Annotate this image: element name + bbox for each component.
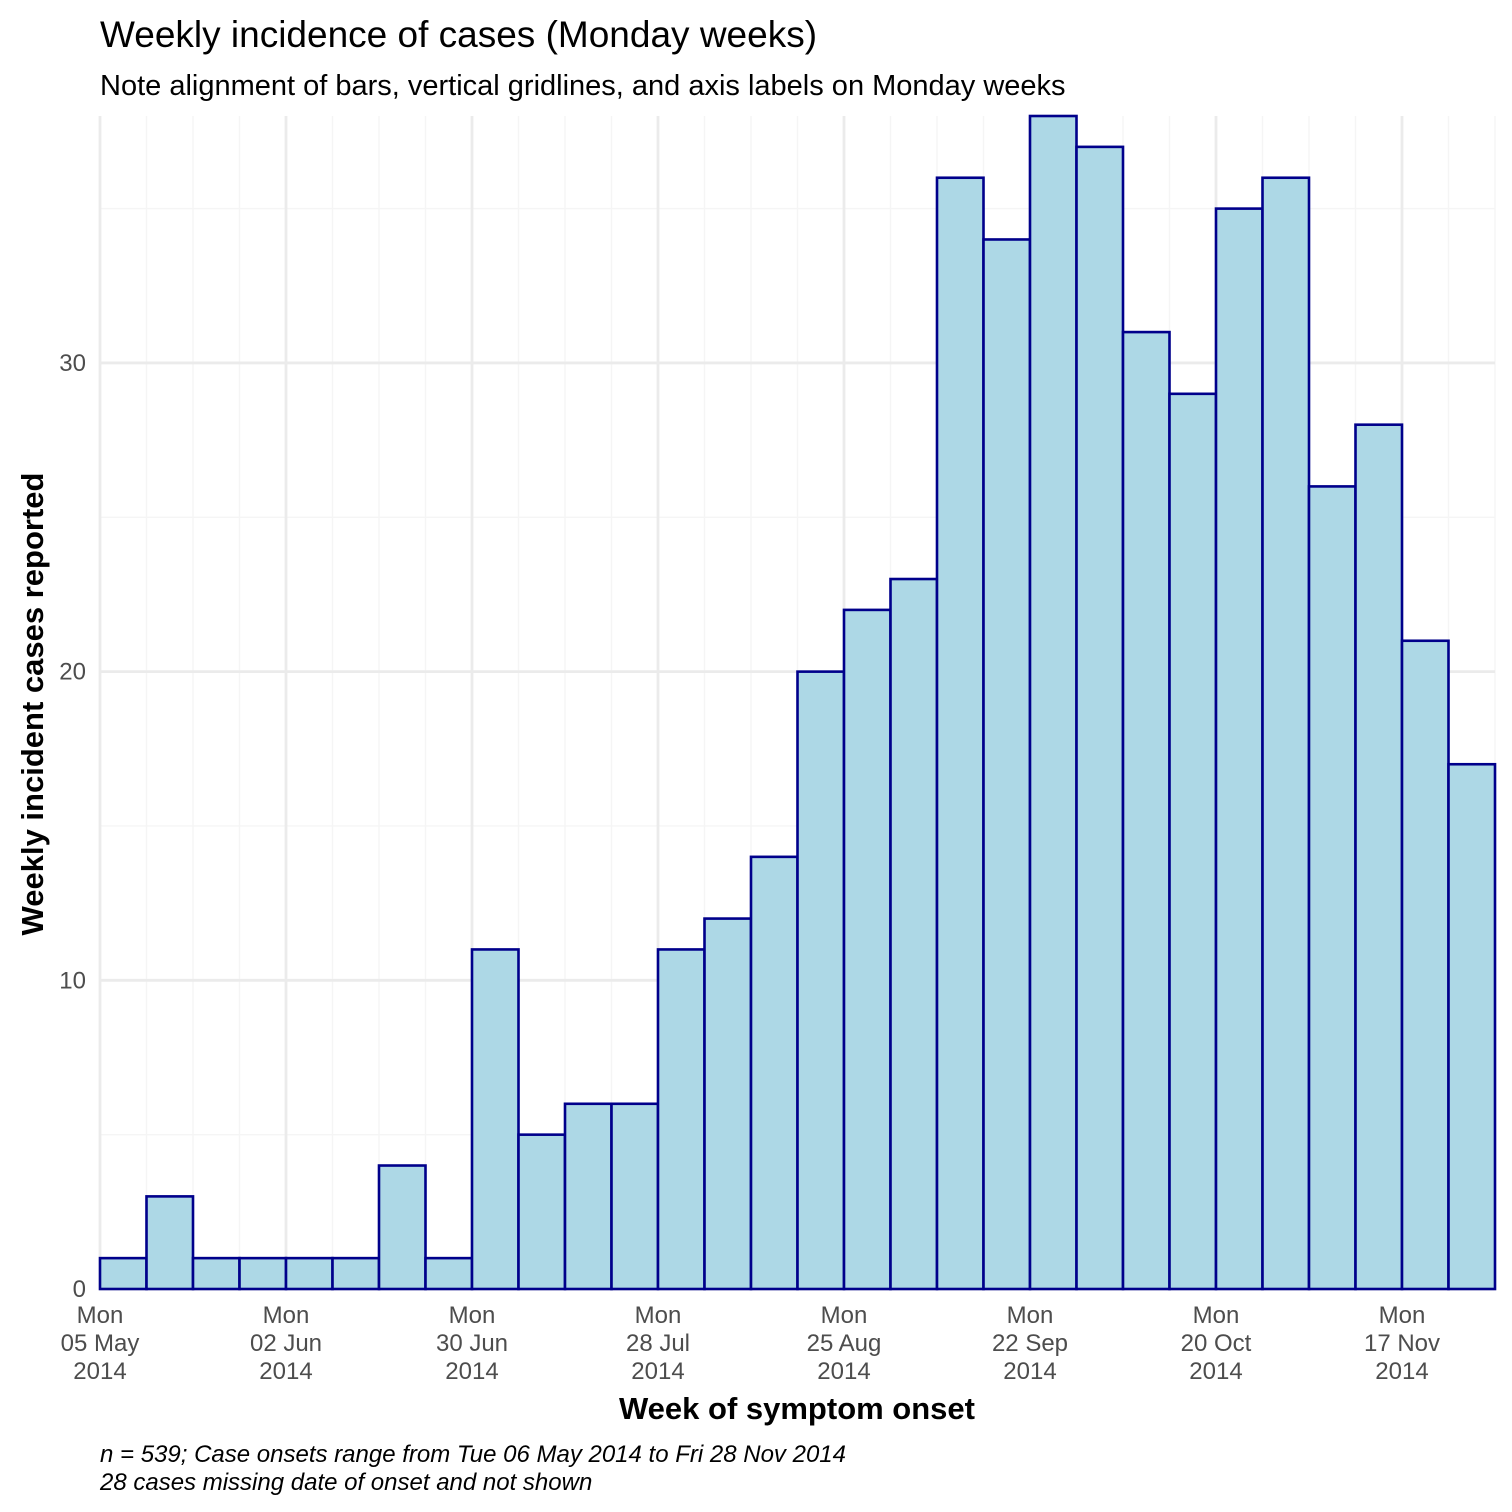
x-tick-label: Mon 17 Nov 2014 bbox=[1364, 1302, 1440, 1385]
x-tick-label: Mon 25 Aug 2014 bbox=[807, 1302, 882, 1385]
x-tick-label: Mon 30 Jun 2014 bbox=[436, 1302, 508, 1385]
bar bbox=[1261, 176, 1311, 1291]
bar bbox=[1354, 423, 1404, 1291]
bar bbox=[331, 1256, 381, 1291]
bar bbox=[1075, 145, 1125, 1291]
y-tick-label: 30 bbox=[59, 350, 86, 377]
bar bbox=[1168, 392, 1218, 1291]
chart-title: Weekly incidence of cases (Monday weeks) bbox=[100, 14, 817, 55]
chart-subtitle: Note alignment of bars, vertical gridlin… bbox=[100, 70, 1066, 102]
bar bbox=[1121, 330, 1171, 1291]
bars bbox=[98, 114, 1497, 1291]
bar bbox=[238, 1256, 288, 1291]
bar bbox=[424, 1256, 474, 1291]
x-axis-ticks: Mon 05 May 2014 Mon 02 Jun 2014 Mon 30 Jun 2014 M… bbox=[61, 1302, 1440, 1385]
bar bbox=[935, 176, 985, 1291]
bar bbox=[470, 948, 520, 1291]
bar bbox=[749, 855, 799, 1291]
x-tick-label: Mon 05 May 2014 bbox=[61, 1302, 140, 1385]
bar bbox=[610, 1102, 660, 1291]
bar bbox=[1400, 639, 1450, 1291]
bar bbox=[796, 670, 846, 1291]
bar bbox=[889, 577, 939, 1291]
y-tick-label: 10 bbox=[59, 967, 86, 994]
bar bbox=[517, 1133, 567, 1291]
y-tick-label: 0 bbox=[73, 1276, 86, 1303]
bar bbox=[1028, 114, 1078, 1291]
x-tick-label: Mon 28 Jul 2014 bbox=[626, 1302, 690, 1385]
bar bbox=[284, 1256, 334, 1291]
y-tick-label: 20 bbox=[59, 659, 86, 686]
bar bbox=[982, 238, 1032, 1291]
x-tick-label: Mon 02 Jun 2014 bbox=[250, 1302, 322, 1385]
caption-line-1: n = 539; Case onsets range from Tue 06 M… bbox=[100, 1441, 846, 1468]
bar bbox=[656, 948, 706, 1291]
bar bbox=[191, 1256, 241, 1291]
x-tick-label: Mon 20 Oct 2014 bbox=[1181, 1302, 1252, 1385]
bar bbox=[98, 1256, 148, 1291]
bar bbox=[1307, 485, 1357, 1291]
bar bbox=[842, 608, 892, 1291]
y-axis-title: Weekly incident cases reported bbox=[15, 473, 50, 936]
y-axis-ticks: 0 10 20 30 bbox=[59, 350, 86, 1303]
caption-line-2: 28 cases missing date of onset and not s… bbox=[99, 1469, 592, 1496]
x-axis-title: Week of symptom onset bbox=[619, 1391, 975, 1426]
bar bbox=[1214, 207, 1264, 1291]
bar bbox=[145, 1195, 195, 1291]
bar bbox=[1447, 762, 1497, 1291]
x-tick-label: Mon 22 Sep 2014 bbox=[992, 1302, 1068, 1385]
bar bbox=[703, 917, 753, 1291]
bar bbox=[563, 1102, 613, 1291]
bar bbox=[377, 1164, 427, 1291]
